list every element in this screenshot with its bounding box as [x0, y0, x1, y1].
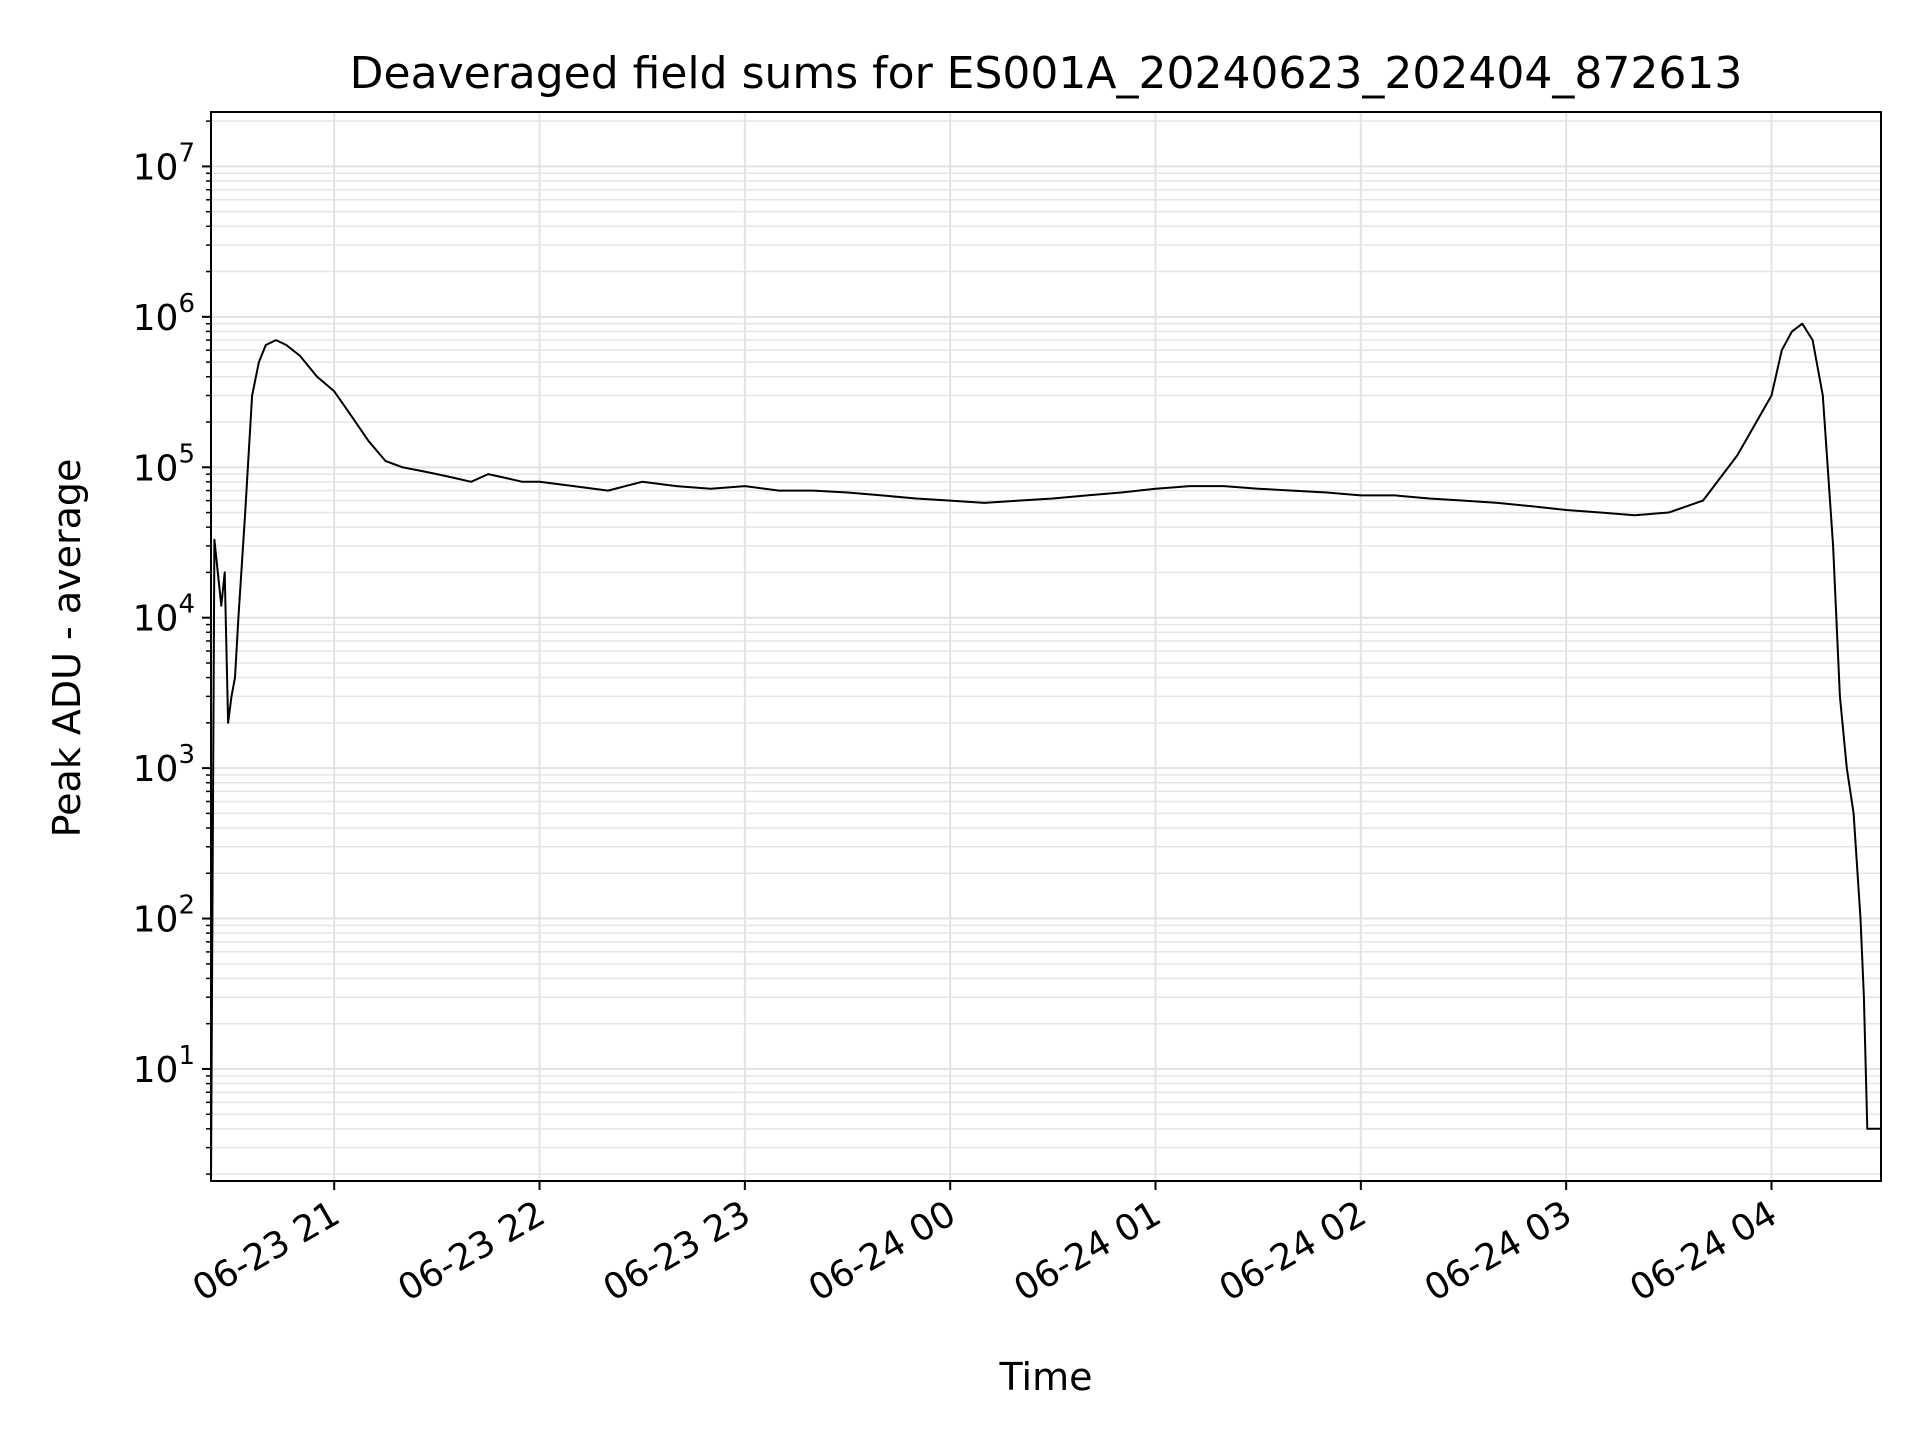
y-tick-label: 104	[133, 590, 195, 640]
data-layer	[210, 322, 1881, 1182]
major-grid	[211, 112, 1881, 1181]
y-tick-label: 106	[133, 289, 195, 339]
y-tick-label: 107	[133, 138, 195, 188]
chart-title: Deaveraged field sums for ES001A_2024062…	[350, 48, 1743, 99]
y-axis: 101 102 103 104 105 106 107	[133, 120, 211, 1175]
y-tick-label: 105	[133, 439, 195, 489]
x-axis-label: Time	[999, 1355, 1093, 1399]
y-tick-label: 103	[133, 740, 195, 790]
y-axis-label: Peak ADU - average	[45, 459, 89, 838]
y-tick-label: 101	[133, 1041, 195, 1091]
series-line	[210, 322, 1881, 1182]
y-tick-label: 102	[133, 891, 195, 941]
plot-frame	[210, 111, 1882, 1182]
